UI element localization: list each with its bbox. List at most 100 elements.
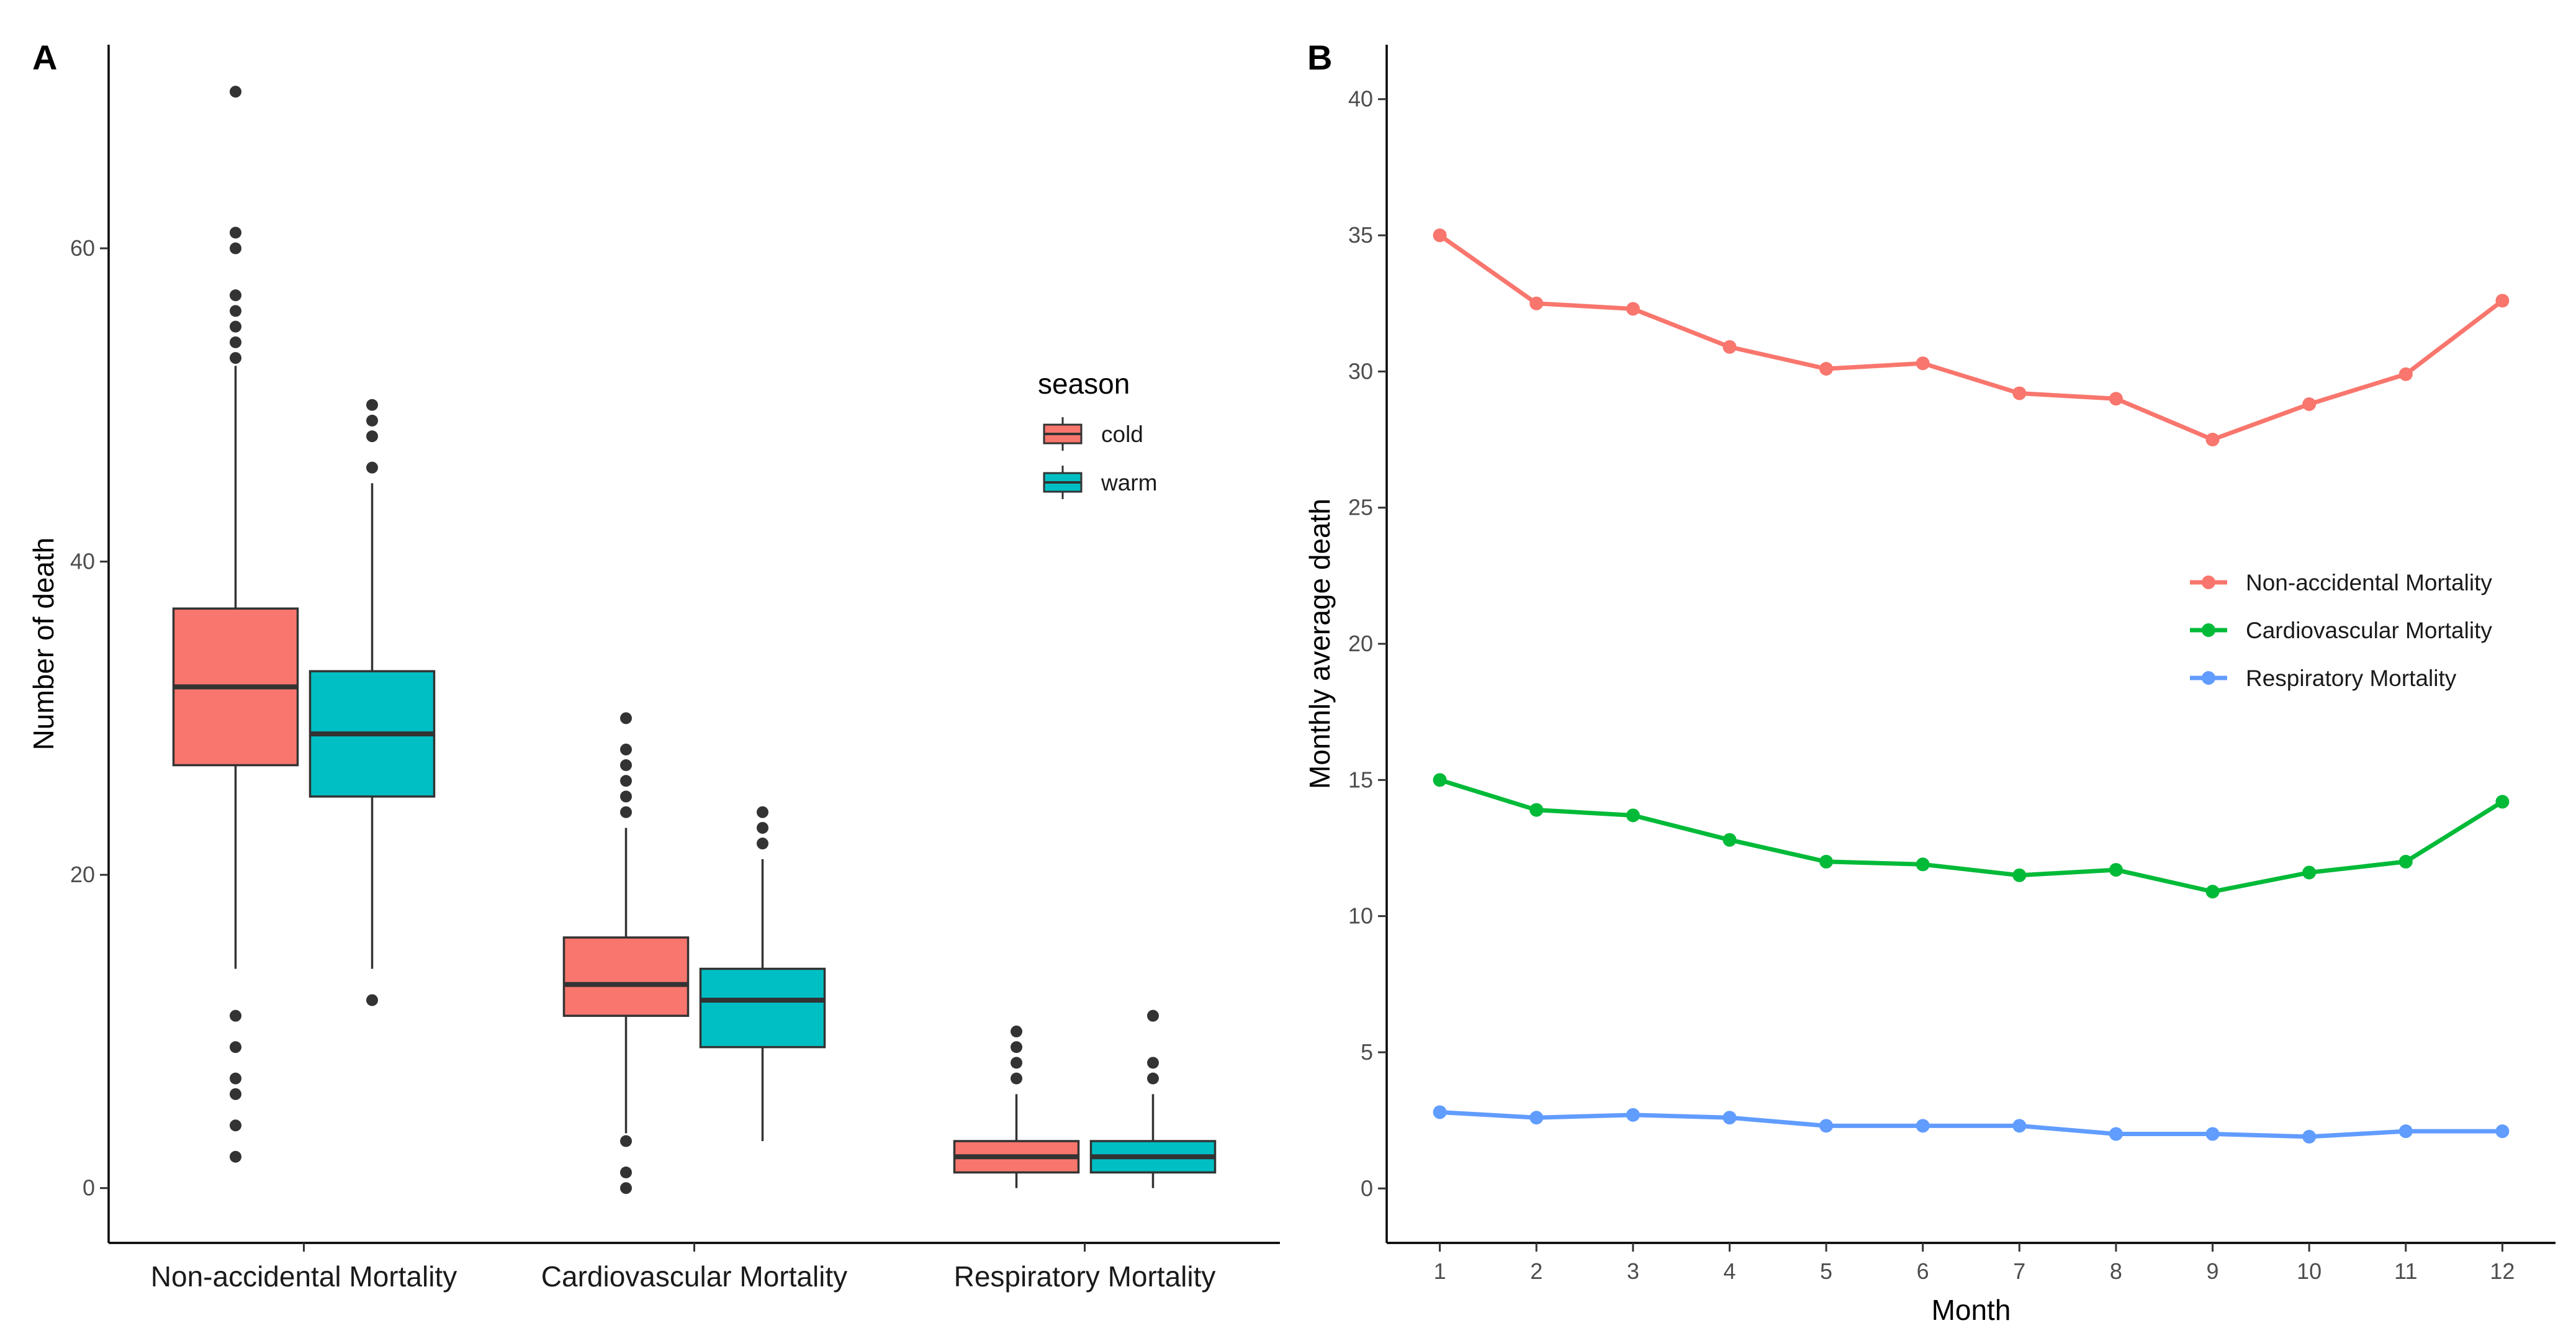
panel-b-x-tick-label: 8 — [2110, 1258, 2122, 1284]
panel-b-x-tick-label: 11 — [2394, 1258, 2417, 1284]
panel-b-x-tick-label: 2 — [1530, 1258, 1542, 1284]
series-cardiovascular-mortality-point — [1723, 833, 1737, 847]
series-non-accidental-mortality-point — [1626, 302, 1640, 316]
panel-b-y-tick-label: 35 — [1348, 222, 1373, 248]
panel-b-y-tick-label: 25 — [1348, 495, 1373, 520]
panel-b-x-tick-label: 1 — [1434, 1258, 1446, 1284]
box-non-accidental-mortality-warm-outlier — [366, 414, 378, 427]
box-respiratory-mortality-warm-outlier — [1147, 1057, 1159, 1069]
series-respiratory-mortality-point — [2495, 1124, 2510, 1139]
box-non-accidental-mortality-warm-outlier — [366, 430, 378, 443]
series-respiratory-mortality-point — [1626, 1108, 1640, 1122]
series-non-accidental-mortality-point — [1529, 296, 1544, 310]
series-cardiovascular-mortality-point — [1626, 808, 1640, 823]
panel-a-boxplot: A 0 20 40 60 Number of death Non-accidental Mo… — [27, 38, 1280, 1293]
series-cardiovascular-mortality-point — [1819, 854, 1834, 869]
series-respiratory-mortality-point — [1723, 1111, 1737, 1125]
panel-a-x-tick-label: Cardiovascular Mortality — [541, 1260, 847, 1293]
box-respiratory-mortality-cold-outlier — [1011, 1072, 1022, 1085]
panel-b-letter: B — [1307, 38, 1332, 77]
box-non-accidental-mortality-cold-outlier — [230, 86, 241, 98]
series-non-accidental-mortality-point — [2398, 367, 2413, 381]
panel-a-x-tick-label: Non-accidental Mortality — [151, 1260, 457, 1293]
panel-b-y-tick-label: 20 — [1348, 631, 1373, 656]
box-non-accidental-mortality-cold-outlier — [230, 289, 241, 302]
box-cardiovascular-mortality-cold — [562, 936, 690, 1017]
legend-respiratory-mortality-label: Respiratory Mortality — [2246, 666, 2457, 691]
box-cardiovascular-mortality-warm — [699, 967, 826, 1049]
legend-respiratory-mortality-point — [2202, 671, 2215, 685]
series-respiratory-mortality-point — [2109, 1127, 2123, 1141]
series-respiratory-mortality-point — [1433, 1105, 1447, 1119]
panel-b-x-tick-label: 12 — [2490, 1258, 2515, 1284]
series-non-accidental-mortality-line — [1438, 233, 2504, 442]
legend-cardiovascular-mortality-label: Cardiovascular Mortality — [2246, 618, 2492, 643]
series-respiratory-mortality-point — [2012, 1119, 2027, 1133]
panel-b-x-tick-label: 5 — [1820, 1258, 1832, 1284]
box-non-accidental-mortality-cold-outlier — [230, 305, 241, 317]
legend-non-accidental-mortality-point — [2202, 576, 2215, 589]
panel-a-y-tick-label: 20 — [70, 862, 95, 887]
box-cardiovascular-mortality-cold-outlier — [620, 790, 632, 803]
series-non-accidental-mortality-point — [1916, 356, 1930, 371]
series-non-accidental-mortality-point — [2302, 397, 2317, 411]
box-non-accidental-mortality-cold-outlier — [230, 1119, 241, 1132]
panel-b-y-tick-label: 10 — [1348, 903, 1373, 929]
box-cardiovascular-mortality-warm-outlier — [757, 821, 768, 834]
series-respiratory-mortality-point — [2398, 1124, 2413, 1139]
panel-b-x-tick-label: 9 — [2207, 1258, 2219, 1284]
series-respiratory-mortality-point — [2205, 1127, 2220, 1141]
box-non-accidental-mortality-cold-outlier — [230, 336, 241, 348]
series-cardiovascular-mortality-point — [2398, 854, 2413, 869]
panel-b-y-axis-title: Monthly average death — [1304, 499, 1336, 789]
series-non-accidental-mortality-point — [2495, 294, 2510, 308]
box-cardiovascular-mortality-warm-outlier — [757, 806, 768, 818]
series-respiratory-mortality-point — [1916, 1119, 1930, 1133]
series-cardiovascular-mortality-line — [1439, 777, 2504, 894]
series-respiratory-mortality-point — [2302, 1129, 2317, 1144]
box-non-accidental-mortality-cold-outlier — [230, 1088, 241, 1100]
panel-b-x-tick-label: 10 — [2297, 1258, 2322, 1284]
panel-b-y-tick-label: 0 — [1361, 1175, 1373, 1201]
box-non-accidental-mortality-cold-outlier — [230, 320, 241, 333]
box-cardiovascular-mortality-cold-outlier — [620, 743, 632, 756]
panel-b-x-tick-label: 4 — [1723, 1258, 1736, 1284]
box-non-accidental-mortality-cold-outlier — [230, 352, 241, 364]
panel-a-y-tick-label: 60 — [70, 235, 95, 261]
series-cardiovascular-mortality-point — [2109, 863, 2123, 877]
panel-b-x-axis-title: Month — [1932, 1294, 2011, 1326]
series-respiratory-mortality-point — [1819, 1119, 1834, 1133]
box-non-accidental-mortality-cold-outlier — [230, 242, 241, 255]
series-cardiovascular-mortality-point — [2205, 885, 2220, 899]
box-respiratory-mortality-warm-outlier — [1147, 1009, 1159, 1022]
panel-b-x-tick-label: 3 — [1627, 1258, 1639, 1284]
series-cardiovascular-mortality-point — [1529, 803, 1544, 817]
panel-b-y-tick-label: 5 — [1361, 1039, 1373, 1065]
box-non-accidental-mortality-warm-outlier — [366, 461, 378, 474]
box-cardiovascular-mortality-cold-outlier — [620, 712, 632, 725]
panel-a-letter: A — [32, 38, 57, 77]
panel-a-y-axis-title: Number of death — [27, 538, 60, 751]
box-non-accidental-mortality-cold-outlier — [230, 227, 241, 239]
box-respiratory-mortality-cold-outlier — [1011, 1025, 1022, 1037]
series-respiratory-mortality-line — [1439, 1109, 2503, 1139]
box-cardiovascular-mortality-cold-outlier — [620, 1166, 632, 1178]
series-cardiovascular-mortality-point — [2302, 865, 2317, 880]
legend-non-accidental-mortality-label: Non-accidental Mortality — [2246, 570, 2492, 595]
series-respiratory-mortality-point — [1529, 1111, 1544, 1125]
series-non-accidental-mortality-point — [1433, 228, 1447, 243]
box-cardiovascular-mortality-cold-outlier — [620, 806, 632, 818]
panel-b-y-tick-label: 15 — [1348, 767, 1373, 792]
legend-cardiovascular-mortality-point — [2202, 623, 2215, 637]
box-cardiovascular-mortality-cold-outlier — [620, 775, 632, 787]
box-non-accidental-mortality-cold-outlier — [230, 1072, 241, 1085]
panel-b-y-tick-label: 30 — [1348, 358, 1373, 384]
series-cardiovascular-mortality-point — [2495, 795, 2510, 809]
box-non-accidental-mortality-warm-outlier — [366, 994, 378, 1006]
box-cardiovascular-mortality-cold-outlier — [620, 1182, 632, 1194]
series-non-accidental-mortality-point — [2109, 392, 2123, 406]
panel-a-x-tick-label: Respiratory Mortality — [954, 1260, 1216, 1293]
panel-a-legend-title: season — [1038, 368, 1130, 400]
